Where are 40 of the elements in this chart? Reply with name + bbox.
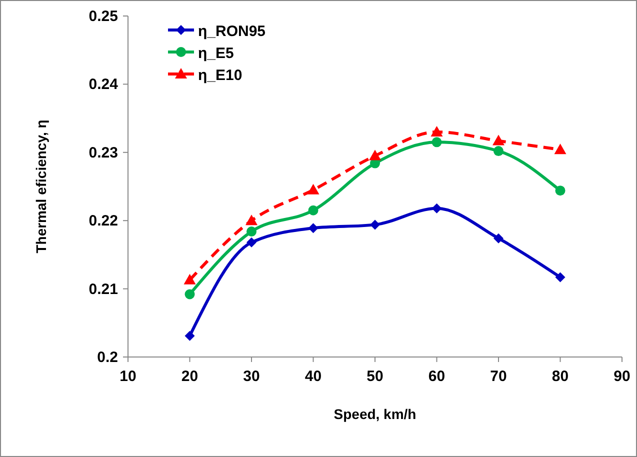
legend-label: η_RON95 [198, 23, 266, 40]
point [432, 203, 442, 214]
x-tick-label: 50 [366, 368, 384, 385]
y-tick-label: 0.25 [88, 8, 118, 25]
x-tick-label: 30 [243, 368, 260, 385]
point [494, 233, 504, 244]
point [246, 214, 258, 226]
x-axis-title: Speed, km/h [334, 406, 416, 422]
y-tick-label: 0.22 [88, 212, 118, 230]
point [369, 150, 381, 160]
x-tick-label: 60 [428, 368, 446, 385]
y-tick-label: 0.24 [88, 76, 119, 94]
y-tick-label: 0.23 [88, 144, 118, 162]
y-tick-label: 0.2 [97, 349, 118, 366]
point [308, 223, 318, 234]
point [430, 126, 443, 136]
point [308, 205, 318, 216]
point [184, 289, 195, 300]
point [432, 137, 442, 148]
point [370, 220, 380, 230]
point [246, 237, 256, 248]
legend-label: η_E5 [198, 45, 234, 62]
x-tick-label: 20 [181, 368, 198, 385]
point [494, 146, 504, 156]
x-tick-label: 10 [120, 368, 136, 385]
point [184, 274, 196, 284]
y-tick-label: 0.21 [88, 280, 118, 298]
x-tick-label: 90 [614, 368, 630, 385]
point [554, 144, 566, 154]
legend-label: η_E10 [198, 67, 242, 84]
y-axis-title: Thermal eficiency, η [33, 120, 49, 254]
x-tick-label: 40 [304, 368, 322, 385]
point [555, 186, 566, 196]
x-tick-label: 70 [490, 368, 507, 385]
point [184, 330, 195, 341]
x-tick-label: 80 [552, 368, 569, 385]
point [246, 226, 256, 237]
point [492, 134, 504, 146]
point [555, 272, 566, 282]
point [307, 184, 320, 194]
